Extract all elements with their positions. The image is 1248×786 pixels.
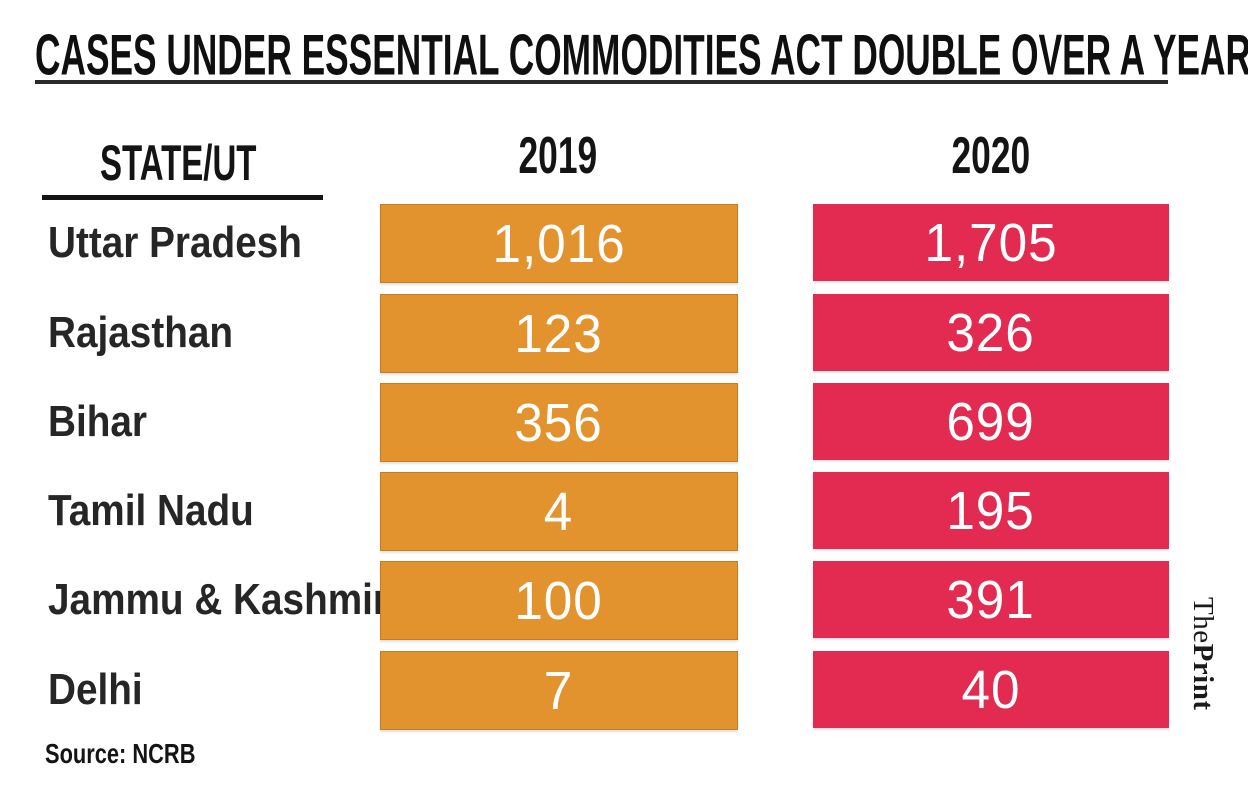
value-2020: 1,705	[924, 212, 1058, 273]
brand-print: Print	[1187, 643, 1219, 711]
state-label: Uttar Pradesh	[48, 217, 302, 267]
value-2020: 195	[946, 480, 1036, 541]
bar-2020: 699	[813, 383, 1169, 460]
state-label: Delhi	[48, 664, 143, 714]
value-2019: 356	[514, 392, 604, 453]
bar-2020: 391	[813, 561, 1169, 638]
state-label: Rajasthan	[48, 307, 234, 357]
bar-2019: 4	[380, 472, 738, 551]
value-2019: 123	[514, 303, 604, 364]
value-2019: 1,016	[492, 213, 626, 274]
value-2019: 100	[514, 570, 604, 631]
bar-2020: 195	[813, 472, 1169, 549]
column-header-2019: 2019	[518, 127, 598, 185]
state-label: Bihar	[48, 396, 147, 446]
column-header-2020: 2020	[951, 127, 1031, 185]
page-title: CASES UNDER ESSENTIAL COMMODITIES ACT DO…	[35, 22, 1248, 87]
table-row: Uttar Pradesh 1,016 1,705	[0, 204, 1248, 283]
state-label: Jammu & Kashmir	[48, 574, 388, 624]
value-2019: 7	[544, 660, 574, 721]
page-title-text: CASES UNDER ESSENTIAL COMMODITIES ACT DO…	[35, 22, 1248, 87]
bar-2019: 7	[380, 651, 738, 730]
source-note: Source: NCRB	[45, 738, 196, 769]
theprint-logo: ThePrint	[1186, 597, 1219, 711]
state-label: Tamil Nadu	[48, 485, 254, 535]
table-row: Bihar 356 699	[0, 383, 1248, 462]
bar-2019: 123	[380, 294, 738, 373]
value-2020: 699	[946, 391, 1036, 452]
bar-2020: 40	[813, 651, 1169, 728]
bar-2019: 356	[380, 383, 738, 462]
title-underline	[35, 80, 1168, 84]
bar-2019: 1,016	[380, 204, 738, 283]
table-row: Tamil Nadu 4 195	[0, 472, 1248, 551]
table-row: Rajasthan 123 326	[0, 294, 1248, 373]
state-header-underline	[42, 195, 323, 200]
column-header-state: STATE/UT	[100, 135, 257, 191]
value-2020: 391	[946, 569, 1036, 630]
table-row: Jammu & Kashmir 100 391	[0, 561, 1248, 640]
brand-the: The	[1187, 597, 1219, 644]
value-2020: 40	[961, 659, 1021, 720]
value-2019: 4	[544, 481, 574, 542]
value-2020: 326	[946, 302, 1036, 363]
bar-2020: 1,705	[813, 204, 1169, 281]
bar-2019: 100	[380, 561, 738, 640]
table-row: Delhi 7 40	[0, 651, 1248, 730]
bar-2020: 326	[813, 294, 1169, 371]
